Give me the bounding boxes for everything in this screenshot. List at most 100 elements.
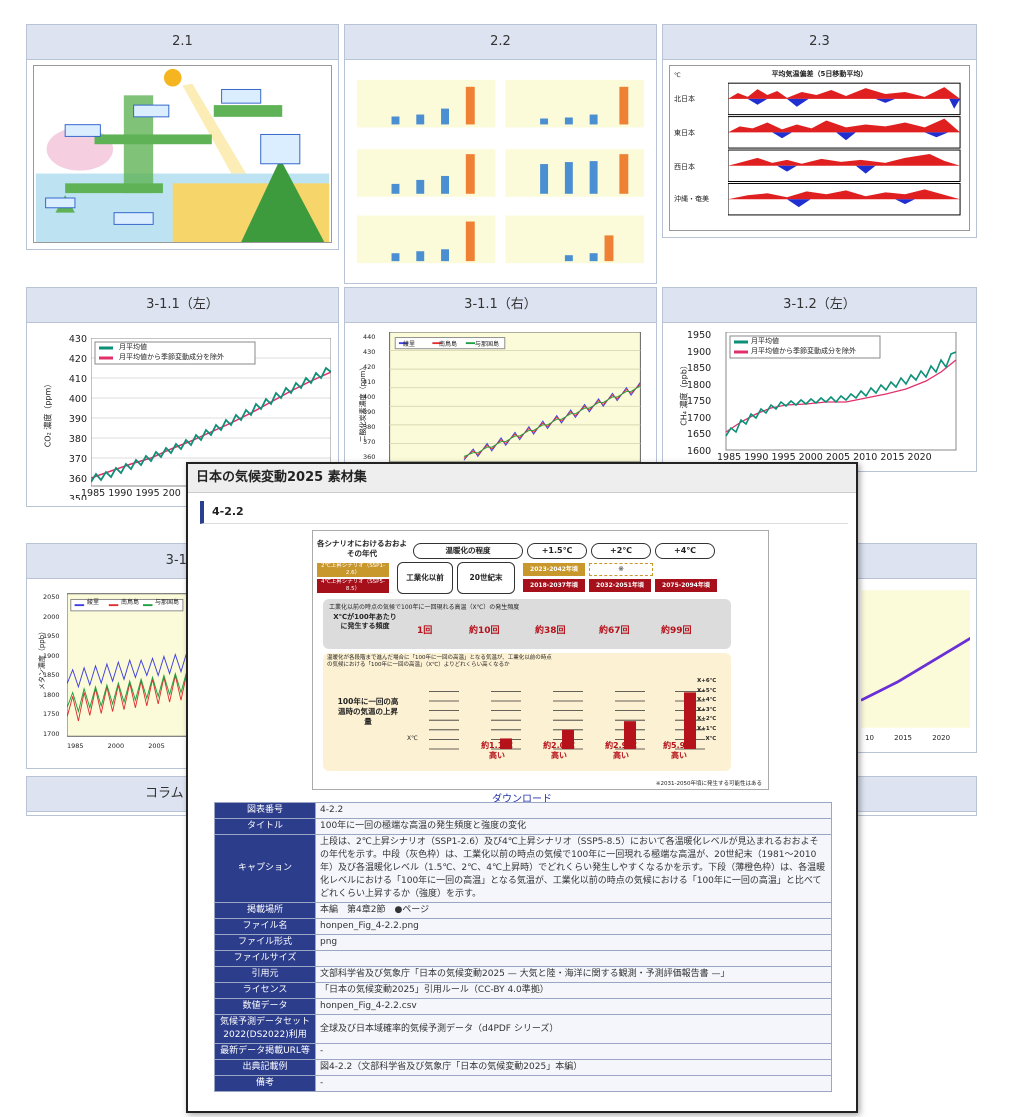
tile-thumbnail[interactable]: 1950 1900 1850 1800 1750 1700 1650 1600 CH₄ 濃度（… bbox=[669, 328, 970, 465]
chart-title: 平均気温偏差（5日移動平均） bbox=[771, 70, 868, 78]
legend-1: 綾里 bbox=[403, 341, 416, 348]
row-value: 4-2.2 bbox=[315, 802, 832, 819]
tile-label: 3-1.1（左） bbox=[27, 288, 338, 323]
row-value[interactable]: 全球及び日本域確率的気候予測データ（d4PDF シリーズ） bbox=[315, 1014, 832, 1044]
intensity-2: 約2.9℃高い bbox=[605, 741, 637, 760]
row-label-north: 北日本 bbox=[674, 95, 695, 103]
y-axis-label: 二酸化炭素濃度（ppm） bbox=[359, 363, 367, 443]
tile-2-3[interactable]: 2.3 平均気温偏差（5日移動平均） ℃ 北日本 東日本 西日本 沖縄・奄美 bbox=[662, 24, 977, 238]
co2-line-chart bbox=[91, 338, 331, 487]
tile-thumbnail[interactable]: 平均気温偏差（5日移動平均） ℃ 北日本 東日本 西日本 沖縄・奄美 bbox=[669, 65, 970, 231]
years-ssp1-2: ※ bbox=[589, 563, 653, 576]
row-value: 100年に一回の極端な高温の発生頻度と強度の変化 bbox=[315, 818, 832, 835]
row-key: 気候予測データセット2022(DS2022)利用 bbox=[214, 1014, 316, 1044]
bar-charts-grid bbox=[356, 79, 645, 264]
warming-degree-label: 温暖化の程度 bbox=[413, 543, 523, 559]
row-value[interactable]: honpen_Fig_4-2.2.csv bbox=[315, 998, 832, 1015]
x-ticks: 1985 1990 1995 200 bbox=[81, 488, 181, 499]
row-label-okinawa: 沖縄・奄美 bbox=[674, 195, 709, 203]
row-key: ファイル名 bbox=[214, 918, 316, 935]
row-value: 文部科学省及び気象庁「日本の気候変動2025 — 大気と陸・海洋に関する観測・予… bbox=[315, 966, 832, 983]
ch4-line-chart bbox=[725, 332, 957, 451]
tile-thumbnail[interactable] bbox=[351, 65, 650, 277]
tile-3-1-2-left[interactable]: 3-1.2（左） 1950 1900 1850 1800 1750 1700 1650 160… bbox=[662, 287, 977, 472]
years-ssp1-15: 2023-2042年頃 bbox=[523, 563, 585, 576]
temperature-anomaly-panels bbox=[728, 82, 961, 216]
tile-2-1[interactable]: 2.1 bbox=[26, 24, 339, 250]
popup-title: 日本の気候変動2025 素材集 bbox=[188, 464, 856, 493]
x-ticks: 1985 2000 2005 2010 bbox=[67, 742, 205, 750]
tile-label: 3-1.2（左） bbox=[663, 288, 976, 323]
scenario-ssp1: 2℃上昇シナリオ（SSP1-2.6） bbox=[317, 563, 389, 577]
row-key: キャプション bbox=[214, 834, 316, 903]
freq-4: 約99回 bbox=[661, 626, 692, 636]
figure-info-table: 図表番号 4-2.2 タイトル 100年に一回の極端な高温の発生頻度と強度の変化 キャプ… bbox=[214, 802, 832, 1092]
co2-three-station-chart bbox=[389, 332, 641, 462]
table-row: 出典記載例 図4-2.2（文部科学省及び気象庁「日本の気候変動2025」本編） bbox=[214, 1059, 832, 1076]
intensity-bar bbox=[562, 729, 574, 749]
y-ticks: 2050 2000 1950 1900 1850 1800 1750 1700 bbox=[43, 593, 60, 738]
legend-2: 月平均値から季節変動成分を除外 bbox=[119, 353, 224, 361]
row-label-west: 西日本 bbox=[674, 163, 695, 171]
intensity-15: 約2.0℃高い bbox=[543, 741, 575, 760]
table-row: 気候予測データセット2022(DS2022)利用 全球及び日本域確率的気候予測デー… bbox=[214, 1014, 832, 1044]
table-row: ファイル形式 png bbox=[214, 934, 832, 951]
intensity-bar bbox=[624, 721, 636, 749]
legend-2: 月平均値から季節変動成分を除外 bbox=[751, 347, 856, 355]
scenario-ssp5: 4℃上昇シナリオ（SSP5-8.5） bbox=[317, 579, 389, 593]
scale-labels: X+6℃ X+5℃ X+4℃ X+3℃ X+2℃ X+1℃ X℃ bbox=[697, 678, 717, 742]
table-row: 引用元 文部科学省及び気象庁「日本の気候変動2025 — 大気と陸・海洋に関する観… bbox=[214, 966, 832, 983]
legend-3: 与那国島 bbox=[155, 599, 180, 606]
tile-2-2[interactable]: 2.2 bbox=[344, 24, 657, 284]
intensity-20th: 約1.1℃高い bbox=[481, 741, 513, 760]
legend-1: 綾里 bbox=[87, 599, 100, 606]
era-heading: 各シナリオにおけるおおよその年代 bbox=[317, 539, 407, 558]
tile-label: 3-1.1（右） bbox=[345, 288, 656, 323]
x-ticks: 1985 1990 1995 2000 2005 2010 2015 2020 bbox=[717, 452, 932, 463]
table-row: 掲載場所 本編 第4章2節 ●ページ bbox=[214, 902, 832, 919]
table-row: ライセンス 「日本の気候変動2025」引用ルール（CC-BY 4.0準拠） bbox=[214, 982, 832, 999]
row-value: png bbox=[315, 934, 832, 951]
table-row: キャプション 上段は、2℃上昇シナリオ（SSP1-2.6）及び4℃上昇シナリオ（S… bbox=[214, 834, 832, 903]
download-link[interactable]: ダウンロード bbox=[492, 794, 552, 805]
detail-popup: 日本の気候変動2025 素材集 4-2.2 各シナリオにおけるおおよその年代 2… bbox=[186, 462, 858, 1113]
frequency-label: X℃が100年あたりに発生する頻度 bbox=[333, 613, 397, 630]
row-value: - bbox=[315, 1043, 832, 1060]
level-plus15: +1.5℃ bbox=[527, 543, 587, 559]
row-key: ファイルサイズ bbox=[214, 950, 316, 967]
row-key: 備考 bbox=[214, 1075, 316, 1092]
y-axis-label: CH₄ 濃度（ppb） bbox=[679, 361, 689, 426]
row-key: タイトル bbox=[214, 818, 316, 835]
table-row: 数値データ honpen_Fig_4-2.2.csv bbox=[214, 998, 832, 1015]
y-axis-label: CO₂ 濃度（ppm） bbox=[43, 379, 53, 448]
row-value: 「日本の気候変動2025」引用ルール（CC-BY 4.0準拠） bbox=[315, 982, 832, 999]
freq-20th: 約10回 bbox=[469, 626, 500, 636]
tile-label: 2.3 bbox=[663, 25, 976, 60]
tile-label: 2.2 bbox=[345, 25, 656, 60]
row-key: 図表番号 bbox=[214, 802, 316, 819]
y-ticks: 440 430 420 410 400 390 380 370 360 bbox=[363, 333, 376, 461]
row-value[interactable]: 本編 第4章2節 ●ページ bbox=[315, 902, 832, 919]
intensity-bar bbox=[684, 692, 696, 749]
level-plus4: +4℃ bbox=[655, 543, 715, 559]
row-key: ライセンス bbox=[214, 982, 316, 999]
row-key: 数値データ bbox=[214, 998, 316, 1015]
tile-3-1-1-left[interactable]: 3-1.1（左） 430 420 410 400 390 380 370 360 350… bbox=[26, 287, 339, 507]
years-ssp5-2: 2032-2051年頃 bbox=[589, 579, 651, 592]
level-20th-century: 20世紀末 bbox=[457, 562, 515, 594]
intensity-panel: 温暖化が各段階まで進んだ場合に「100年に一回の高温」となる気温が、工業化以前の… bbox=[323, 653, 731, 771]
figure-4-2-2: 各シナリオにおけるおおよその年代 2℃上昇シナリオ（SSP1-2.6） 4℃上昇… bbox=[312, 530, 769, 790]
table-row: 図表番号 4-2.2 bbox=[214, 802, 832, 819]
row-key: 掲載場所 bbox=[214, 902, 316, 919]
legend-1: 月平均値 bbox=[751, 337, 779, 345]
row-value: 上段は、2℃上昇シナリオ（SSP1-2.6）及び4℃上昇シナリオ（SSP5-8.… bbox=[315, 834, 832, 903]
row-value bbox=[315, 950, 832, 967]
freq-preindustrial: 1回 bbox=[417, 626, 433, 636]
row-key: ファイル形式 bbox=[214, 934, 316, 951]
legend-3: 与那国島 bbox=[475, 341, 500, 348]
base-label: X℃ bbox=[407, 735, 418, 742]
legend-2: 南鳥島 bbox=[121, 599, 140, 606]
table-row: ファイル名 honpen_Fig_4-2.2.png bbox=[214, 918, 832, 935]
tile-thumbnail[interactable] bbox=[33, 65, 332, 243]
